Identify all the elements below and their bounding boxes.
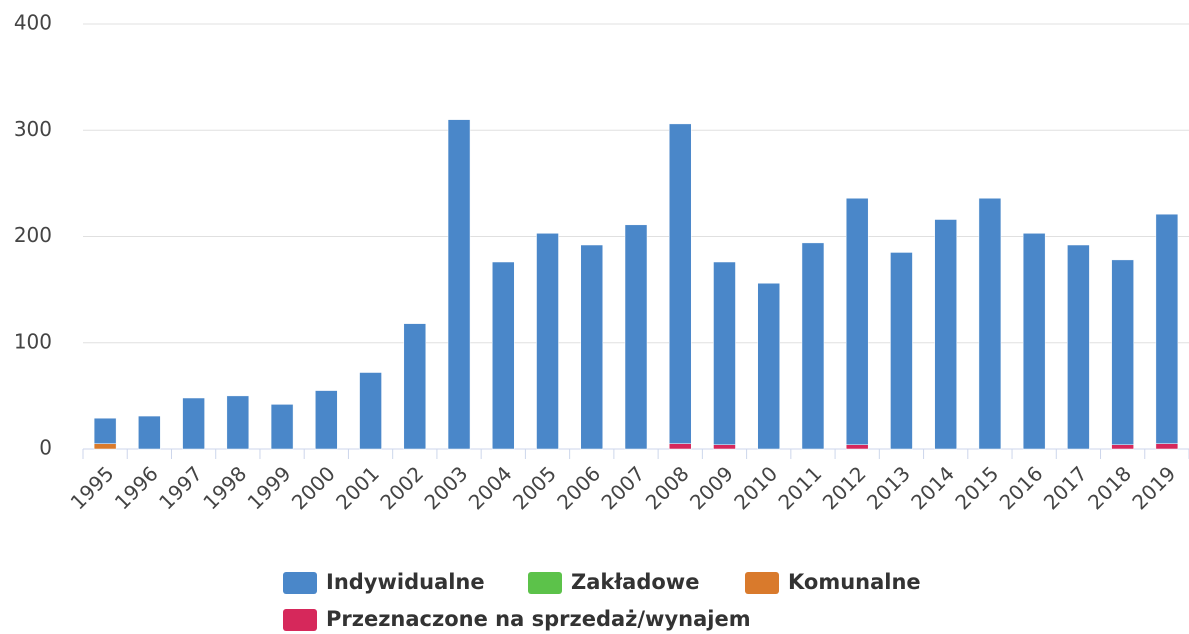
bar-segment [668, 123, 692, 444]
bar-segment [713, 444, 736, 450]
bar-segment [845, 198, 869, 445]
x-tick-label: 2007 [596, 461, 649, 514]
x-tick-label: 2016 [995, 461, 1048, 514]
bar-segment [447, 119, 471, 450]
bar-segment [536, 233, 559, 450]
bar-segment [93, 443, 117, 450]
x-tick-label: 1995 [66, 461, 119, 514]
x-tick-label: 2002 [375, 461, 428, 514]
x-tick-label: 2014 [906, 461, 959, 514]
bar-segment [270, 404, 294, 450]
bar-segment [713, 261, 736, 445]
bar-segment [1155, 213, 1179, 444]
bar-segment [492, 261, 515, 450]
y-tick-label: 200 [14, 223, 52, 247]
x-tick-label: 2013 [862, 461, 915, 514]
x-tick-label: 2018 [1083, 461, 1136, 514]
x-tick-label: 2000 [287, 461, 340, 514]
x-tick-label: 1998 [198, 461, 251, 514]
legend-swatch [283, 572, 317, 594]
y-tick-label: 100 [14, 329, 52, 353]
bar-segment [668, 443, 692, 450]
bar-segment [580, 244, 604, 450]
x-tick-label: 2006 [552, 461, 605, 514]
x-tick-label: 2011 [773, 461, 826, 514]
bar-segment [801, 242, 825, 450]
legend-swatch [283, 609, 317, 631]
bar-segment [1067, 244, 1090, 450]
bar-segment [93, 417, 117, 444]
bar-segment [1111, 444, 1134, 450]
x-tick-label: 2005 [508, 461, 561, 514]
bar-segment [226, 395, 250, 450]
x-tick-label: 2019 [1127, 461, 1180, 514]
bar-segment [978, 198, 1002, 450]
x-tick-label: 2012 [818, 461, 871, 514]
legend-swatch [528, 572, 562, 594]
bar-segment [359, 372, 382, 450]
x-tick-label: 2009 [685, 461, 738, 514]
x-tick-label: 1996 [110, 461, 163, 514]
bar-segment [182, 397, 205, 450]
x-tick-label: 2010 [729, 461, 782, 514]
y-tick-label: 300 [14, 117, 52, 141]
bar-segment [138, 415, 161, 450]
legend-swatch [745, 572, 779, 594]
x-tick-label: 2003 [419, 461, 472, 514]
y-tick-label: 0 [39, 436, 52, 460]
x-tick-label: 2004 [464, 461, 517, 514]
bar-segment [845, 444, 869, 450]
legend-label: Zakładowe [571, 570, 699, 594]
legend-label: Przeznaczone na sprzedaż/wynajem [326, 607, 751, 631]
y-tick-label: 400 [14, 11, 52, 35]
bar-segment [1022, 233, 1046, 450]
x-tick-label: 2008 [641, 461, 694, 514]
bar-segment [624, 224, 648, 450]
legend-label: Indywidualne [326, 570, 485, 594]
bar-segment [403, 323, 427, 450]
x-tick-label: 2015 [950, 461, 1003, 514]
legend-label: Komunalne [788, 570, 921, 594]
bar-segment [757, 283, 780, 450]
x-tick-label: 1999 [243, 461, 296, 514]
bar-segment [315, 390, 338, 450]
bar-segment [1111, 259, 1134, 445]
x-tick-label: 1997 [154, 461, 207, 514]
bar-segment [1155, 443, 1179, 450]
bar-segment [890, 252, 913, 450]
x-tick-label: 2001 [331, 461, 384, 514]
x-tick-label: 2017 [1039, 461, 1092, 514]
bar-segment [934, 219, 957, 450]
